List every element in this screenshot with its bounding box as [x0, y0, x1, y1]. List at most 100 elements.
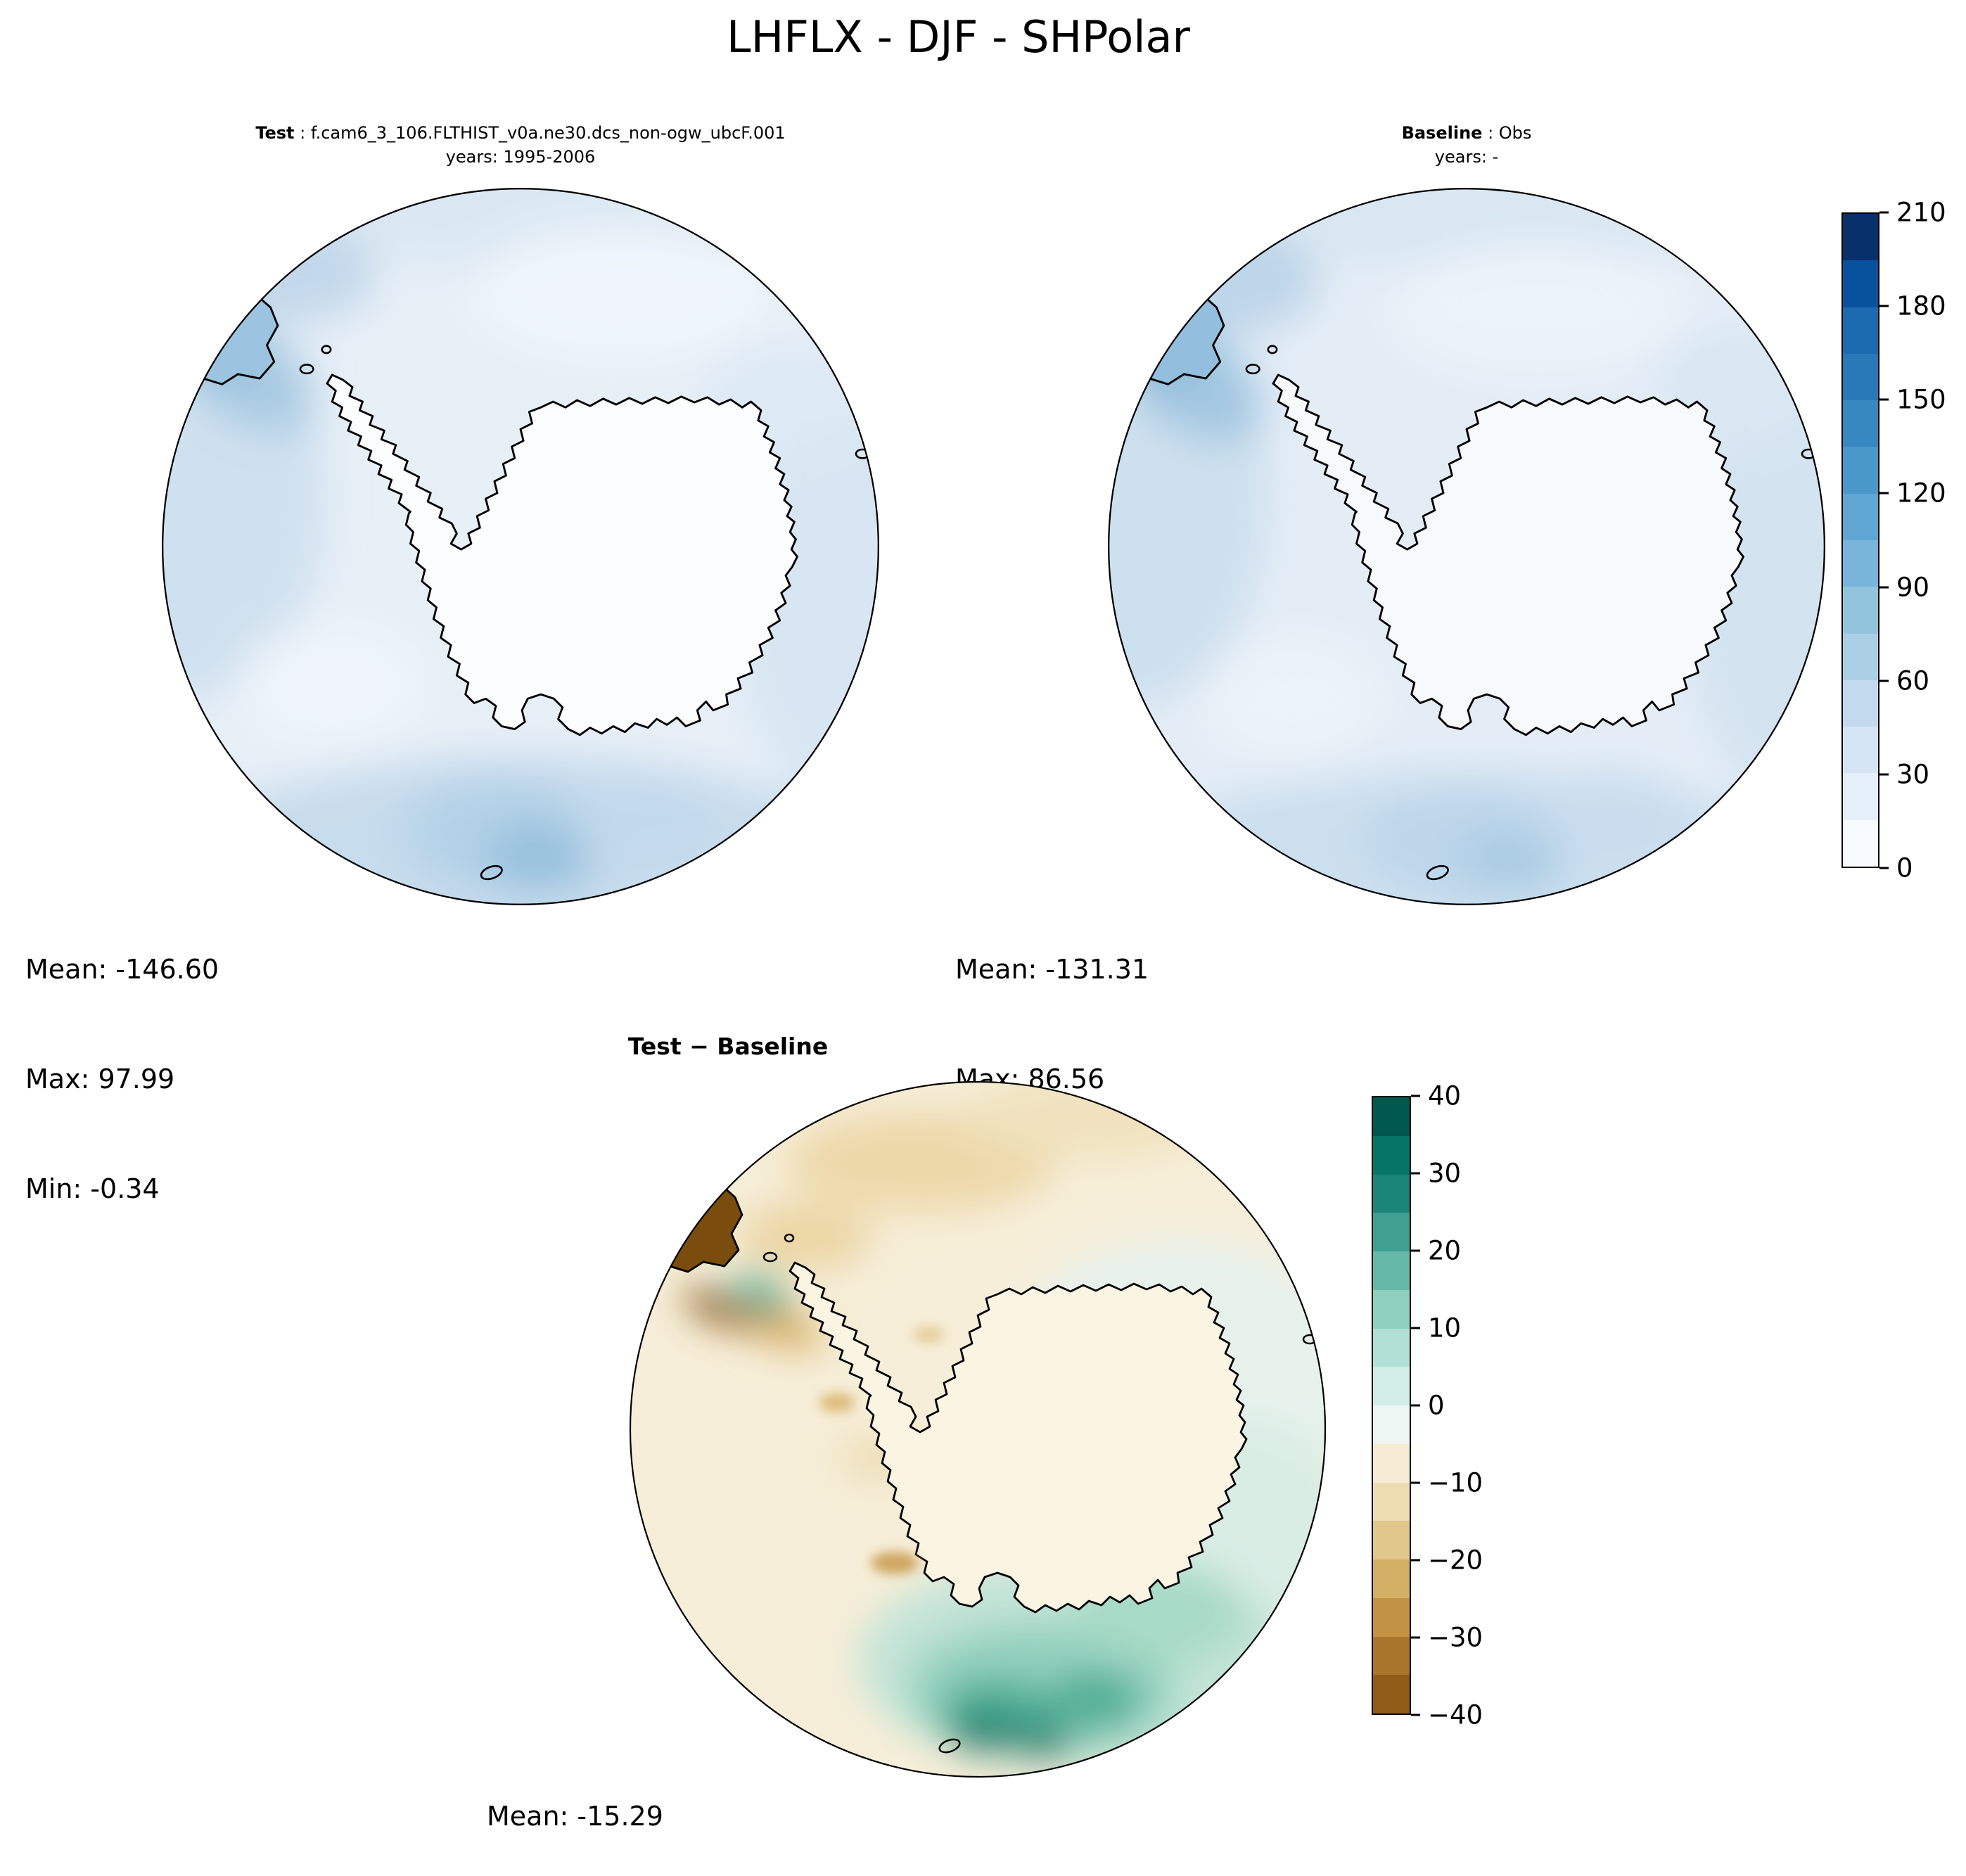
colorbar-tick: 60	[1879, 668, 1929, 694]
baseline-case-name: : Obs	[1482, 123, 1532, 143]
colorbar-segment	[1373, 1636, 1410, 1676]
colorbar-segment	[1373, 1135, 1410, 1175]
colorbar-tick-mark	[1879, 773, 1889, 776]
antarctica-coastline	[326, 374, 798, 736]
colorbar-tick: 30	[1879, 761, 1929, 787]
colorbar-tick: 90	[1879, 574, 1929, 600]
colorbar-segment	[1843, 633, 1878, 680]
diff-mean: Mean: -15.29	[487, 1801, 663, 1832]
test-case-name: : f.cam6_3_106.FLTHIST_v0a.ne30.dcs_non-…	[294, 123, 786, 143]
island	[938, 1738, 961, 1754]
colorbar-tick-label: 20	[1428, 1235, 1462, 1266]
colorbar-segment	[1373, 1597, 1410, 1637]
test-map	[158, 184, 883, 909]
colorbar-tick-label: 0	[1428, 1390, 1445, 1421]
test-stats: Mean: -146.60 Max: 97.99 Min: -0.34	[25, 878, 219, 1280]
test-max: Max: 97.99	[25, 1064, 175, 1095]
colorbar-segment	[1373, 1443, 1410, 1483]
colorbar-tick-mark	[1411, 1636, 1420, 1639]
colorbar-tick-label: 10	[1428, 1313, 1462, 1344]
colorbar-segment	[1373, 1213, 1410, 1251]
colorbar-segment	[1843, 819, 1878, 867]
test-label: Test	[255, 123, 295, 143]
colorbar-tick: 0	[1411, 1393, 1445, 1419]
colorbar-tick: 150	[1879, 387, 1946, 413]
colorbar-tick-mark	[1879, 867, 1889, 869]
test-map-svg	[162, 188, 879, 905]
baseline-years: years: -	[1434, 147, 1499, 167]
colorbar-tick-label: −40	[1428, 1699, 1483, 1730]
colorbar-segment	[1373, 1521, 1410, 1559]
colorbar-tick-mark	[1879, 492, 1889, 494]
baseline-mean: Mean: -131.31	[955, 954, 1149, 985]
colorbar-segment	[1843, 773, 1878, 820]
colorbar-tick: 180	[1879, 293, 1946, 319]
colorbar-tick: 30	[1411, 1161, 1461, 1187]
colorbar-tick-label: −30	[1428, 1622, 1483, 1653]
test-min: Min: -0.34	[25, 1173, 160, 1204]
island	[321, 345, 332, 355]
colorbar-tick: 210	[1879, 200, 1946, 226]
colorbar-segment	[1373, 1367, 1410, 1405]
colorbar-tick-mark	[1411, 1404, 1420, 1407]
colorbar-tick-label: 60	[1896, 665, 1930, 696]
colorbar-segment	[1843, 493, 1878, 540]
test-subtitle: Test : f.cam6_3_106.FLTHIST_v0a.ne30.dcs…	[158, 121, 883, 169]
colorbar-segment	[1843, 307, 1878, 354]
diff-stats: Mean: -15.29 Max: 30.25 Min: -23.68	[487, 1725, 663, 1876]
coastal-anomalies	[819, 1326, 944, 1574]
colorbar-tick-mark	[1879, 305, 1889, 307]
colorbar-segment	[1373, 1251, 1410, 1290]
colorbar-tick-label: 40	[1428, 1080, 1462, 1111]
island	[1267, 345, 1278, 355]
colorbar-segment	[1843, 260, 1878, 307]
colorbar-segment	[1843, 447, 1878, 494]
baseline-label: Baseline	[1401, 123, 1483, 143]
colorbar-segment	[1373, 1328, 1410, 1367]
test-run-name: Test : f.cam6_3_106.FLTHIST_v0a.ne30.dcs…	[158, 121, 883, 145]
colorbar-tick-mark	[1411, 1172, 1420, 1175]
baseline-run-name: Baseline : Obs	[1104, 121, 1829, 145]
diff-map	[626, 1078, 1329, 1781]
colorbar-tick-mark	[1411, 1249, 1420, 1252]
colorbar-tick-label: 210	[1896, 197, 1946, 228]
colorbar-tick-label: 90	[1896, 572, 1930, 603]
colorbar-tick-mark	[1411, 1095, 1420, 1097]
colorbar-tick: −30	[1411, 1625, 1483, 1651]
baseline-subtitle: Baseline : Obs years: -	[1104, 121, 1829, 169]
colorbar-tick-mark	[1411, 1327, 1420, 1329]
colorbar-segment	[1373, 1174, 1410, 1213]
diff-title: Test − Baseline	[627, 1033, 829, 1060]
island	[1245, 364, 1260, 375]
colorbar-segment	[1373, 1097, 1410, 1136]
colorbar-tick-mark	[1411, 1481, 1420, 1484]
colorbar-tick-mark	[1879, 211, 1889, 214]
colorbar-segment	[1373, 1289, 1410, 1329]
colorbar-segment	[1843, 400, 1878, 447]
colorbar-tick: 0	[1879, 855, 1913, 881]
colorbar-gradient	[1841, 212, 1879, 868]
colorbar-segment	[1843, 727, 1878, 774]
colorbar-tick: −10	[1411, 1470, 1483, 1496]
test-years: years: 1995-2006	[445, 147, 596, 167]
figure-title: LHFLX - DJF - SHPolar	[727, 11, 1190, 63]
diff-colorbar: 40 30 20 10 0 −10 −20 −30 −40	[1372, 1083, 1483, 1728]
colorbar-tick-label: 0	[1896, 853, 1913, 883]
colorbar-tick-label: −10	[1428, 1467, 1483, 1498]
colorbar-tick-mark	[1879, 679, 1889, 682]
baseline-map	[1104, 184, 1829, 909]
colorbar-tick-mark	[1411, 1559, 1420, 1562]
colorbar-tick-label: 180	[1896, 291, 1946, 321]
colorbar-segment	[1373, 1559, 1410, 1598]
colorbar-segment	[1373, 1405, 1410, 1444]
main-colorbar: 210 180 150 120 90 60 30 0	[1841, 200, 1946, 881]
colorbar-tick-mark	[1879, 586, 1889, 589]
island	[299, 364, 314, 375]
colorbar-tick: 10	[1411, 1315, 1461, 1341]
colorbar-tick-label: 30	[1896, 759, 1930, 790]
colorbar-tick-label: −20	[1428, 1545, 1483, 1576]
colorbar-segment	[1843, 587, 1878, 634]
colorbar-tick: 20	[1411, 1238, 1461, 1264]
colorbar-tick: −40	[1411, 1702, 1483, 1728]
